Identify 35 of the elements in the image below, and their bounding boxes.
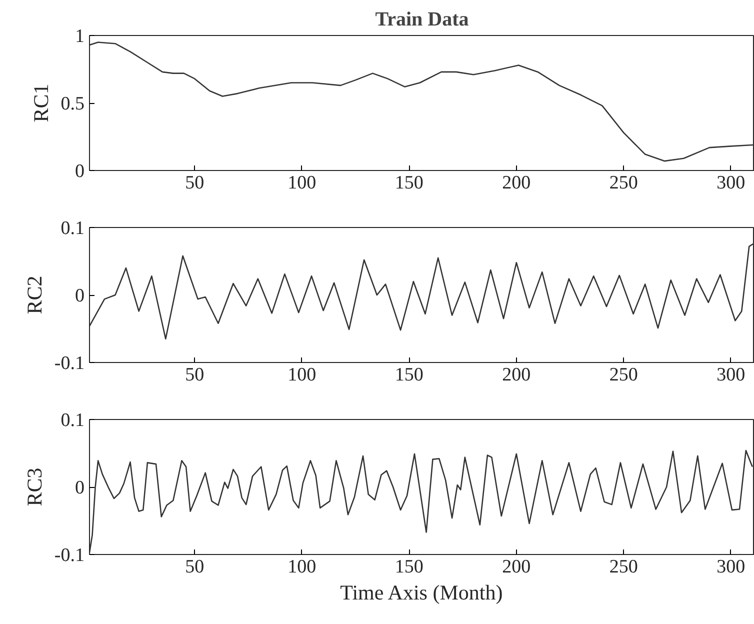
x-tick-label: 300 [716,556,746,578]
x-tick-label: 100 [288,556,316,578]
line-series [90,242,754,340]
y-tick-label: -0.1 [54,353,84,374]
chart-title: Train Data [375,8,469,30]
x-tick-label: 250 [609,364,638,386]
x-tick-label: 150 [394,172,424,194]
y-axis-title: RC1 [28,84,53,122]
x-tick-label: 250 [609,556,638,578]
x-tick-label: 50 [185,172,204,194]
x-tick-label: 200 [502,172,531,194]
x-tick-label: 250 [609,172,638,194]
y-axis-title: RC3 [22,468,46,506]
x-tick-label: 150 [394,556,424,578]
x-axis-title: Time Axis (Month) [340,580,503,604]
x-tick-label: 100 [288,172,316,194]
x-tick-label: 300 [716,172,746,194]
y-tick-label: 0.5 [60,94,84,114]
y-tick-label: 0.1 [60,218,84,239]
x-tick-label: 200 [502,364,531,386]
y-axis-title: RC2 [22,276,46,314]
y-tick-label: 0.1 [60,410,84,431]
line-series [90,42,754,162]
x-tick-label: 50 [185,556,204,578]
y-tick-label: 1 [75,26,84,47]
x-tick-label: 300 [716,364,746,386]
x-tick-label: 100 [288,364,316,386]
x-tick-label: 200 [502,556,531,578]
y-tick-label: 0 [75,478,84,498]
line-series [90,450,754,554]
y-tick-label: 0 [75,161,84,182]
x-tick-label: 150 [394,364,424,386]
x-tick-label: 50 [185,364,204,386]
y-tick-label: -0.1 [54,545,84,566]
y-tick-label: 0 [75,286,84,306]
